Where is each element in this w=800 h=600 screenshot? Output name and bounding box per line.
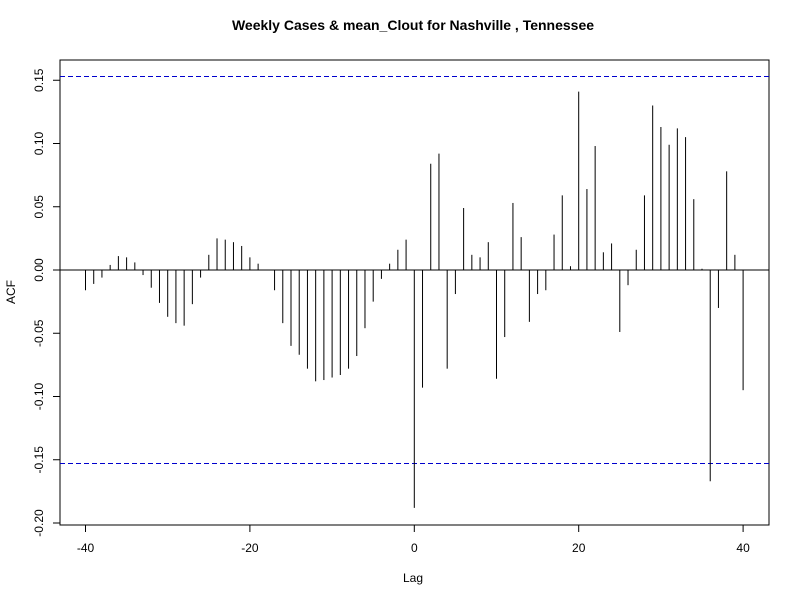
x-tick-label: 20 <box>572 541 586 555</box>
acf-bars <box>85 91 744 508</box>
y-tick-label: 0.15 <box>32 68 46 92</box>
y-tick-label: -0.05 <box>32 319 46 347</box>
x-tick-label: -20 <box>241 541 259 555</box>
y-tick-label: 0.10 <box>32 131 46 155</box>
y-tick-label: -0.15 <box>32 446 46 474</box>
y-tick-label: -0.20 <box>32 509 46 537</box>
y-tick-label: 0.05 <box>32 195 46 219</box>
x-tick-label: 0 <box>411 541 418 555</box>
y-tick-label: -0.10 <box>32 383 46 411</box>
y-axis-label: ACF <box>4 280 18 304</box>
x-axis-label: Lag <box>403 571 423 585</box>
y-tick-label: 0.00 <box>32 258 46 282</box>
y-axis: -0.20 -0.15 -0.10 -0.05 0.00 0.05 0.10 0.15 <box>32 68 60 537</box>
x-tick-label: -40 <box>77 541 95 555</box>
x-axis: -40 -20 0 20 40 <box>77 525 750 555</box>
x-tick-label: 40 <box>736 541 750 555</box>
chart-title: Weekly Cases & mean_Clout for Nashville … <box>232 17 594 33</box>
